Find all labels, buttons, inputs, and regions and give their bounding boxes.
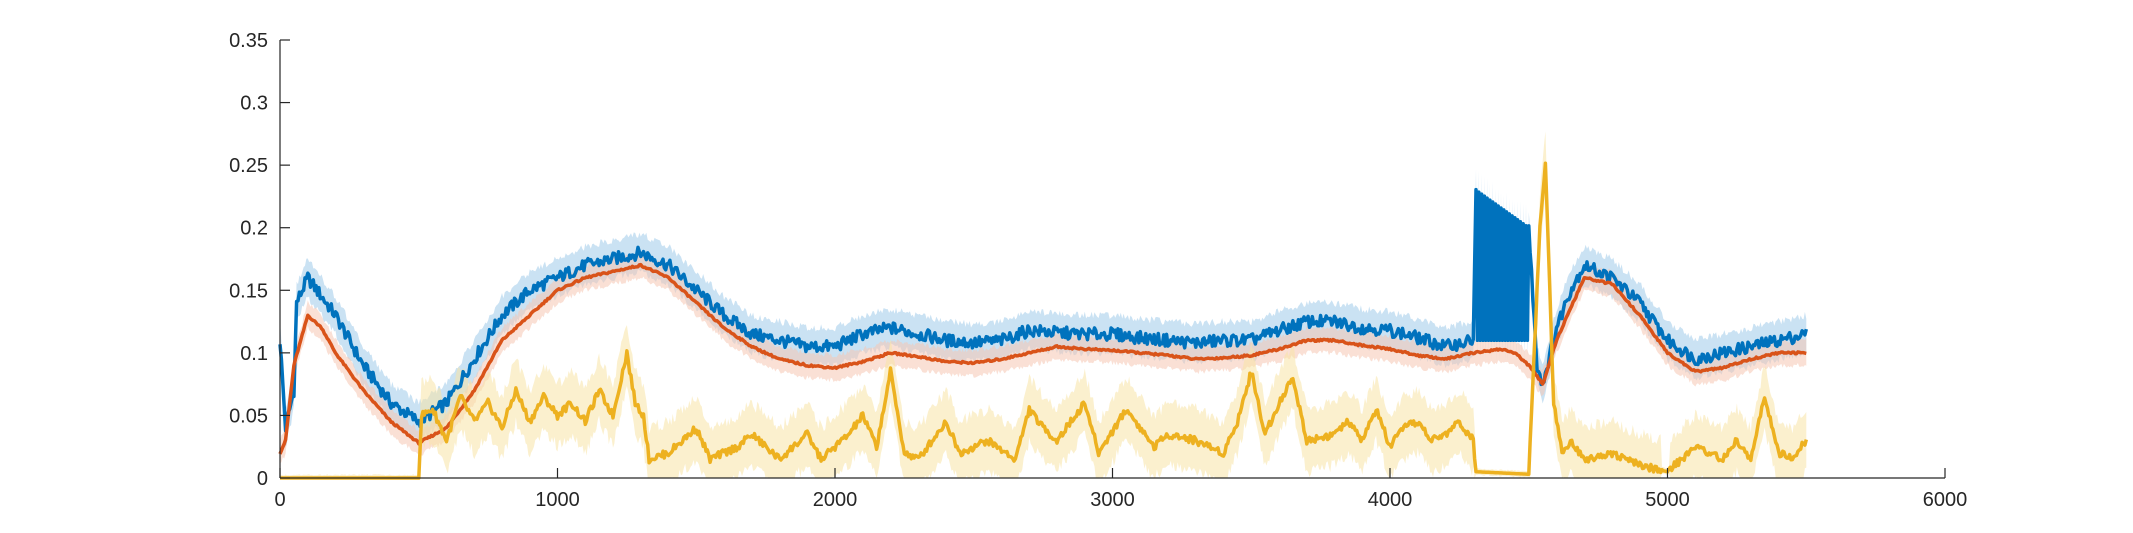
y-tick-label: 0.3 — [240, 93, 268, 115]
y-tick-label: 0 — [257, 468, 268, 490]
y-tick-label: 0.15 — [229, 280, 268, 302]
y-tick-label: 0.35 — [229, 30, 268, 52]
y-tick-label: 0.05 — [229, 405, 268, 427]
series-3-band — [280, 131, 1807, 478]
x-tick-label: 2000 — [813, 489, 858, 511]
y-tick-label: 0.2 — [240, 218, 268, 240]
x-tick-label: 0 — [274, 489, 285, 511]
x-tick-label: 5000 — [1645, 489, 1690, 511]
x-axis-ticks: 0 1000 2000 3000 4000 5000 6000 — [274, 468, 1967, 511]
series-3-line — [279, 161, 1808, 480]
y-tick-label: 0.1 — [240, 343, 268, 365]
x-tick-label: 4000 — [1368, 489, 1413, 511]
confidence-bands — [280, 131, 1807, 478]
y-tick-label: 0.25 — [229, 155, 268, 177]
series-2-band — [280, 251, 1807, 464]
series-lines — [278, 161, 1809, 480]
x-tick-label: 1000 — [535, 489, 580, 511]
y-axis-ticks: 0 0.05 0.1 0.15 0.2 0.25 0.3 0.35 — [229, 30, 290, 490]
x-tick-label: 3000 — [1090, 489, 1135, 511]
x-tick-label: 6000 — [1923, 489, 1968, 511]
